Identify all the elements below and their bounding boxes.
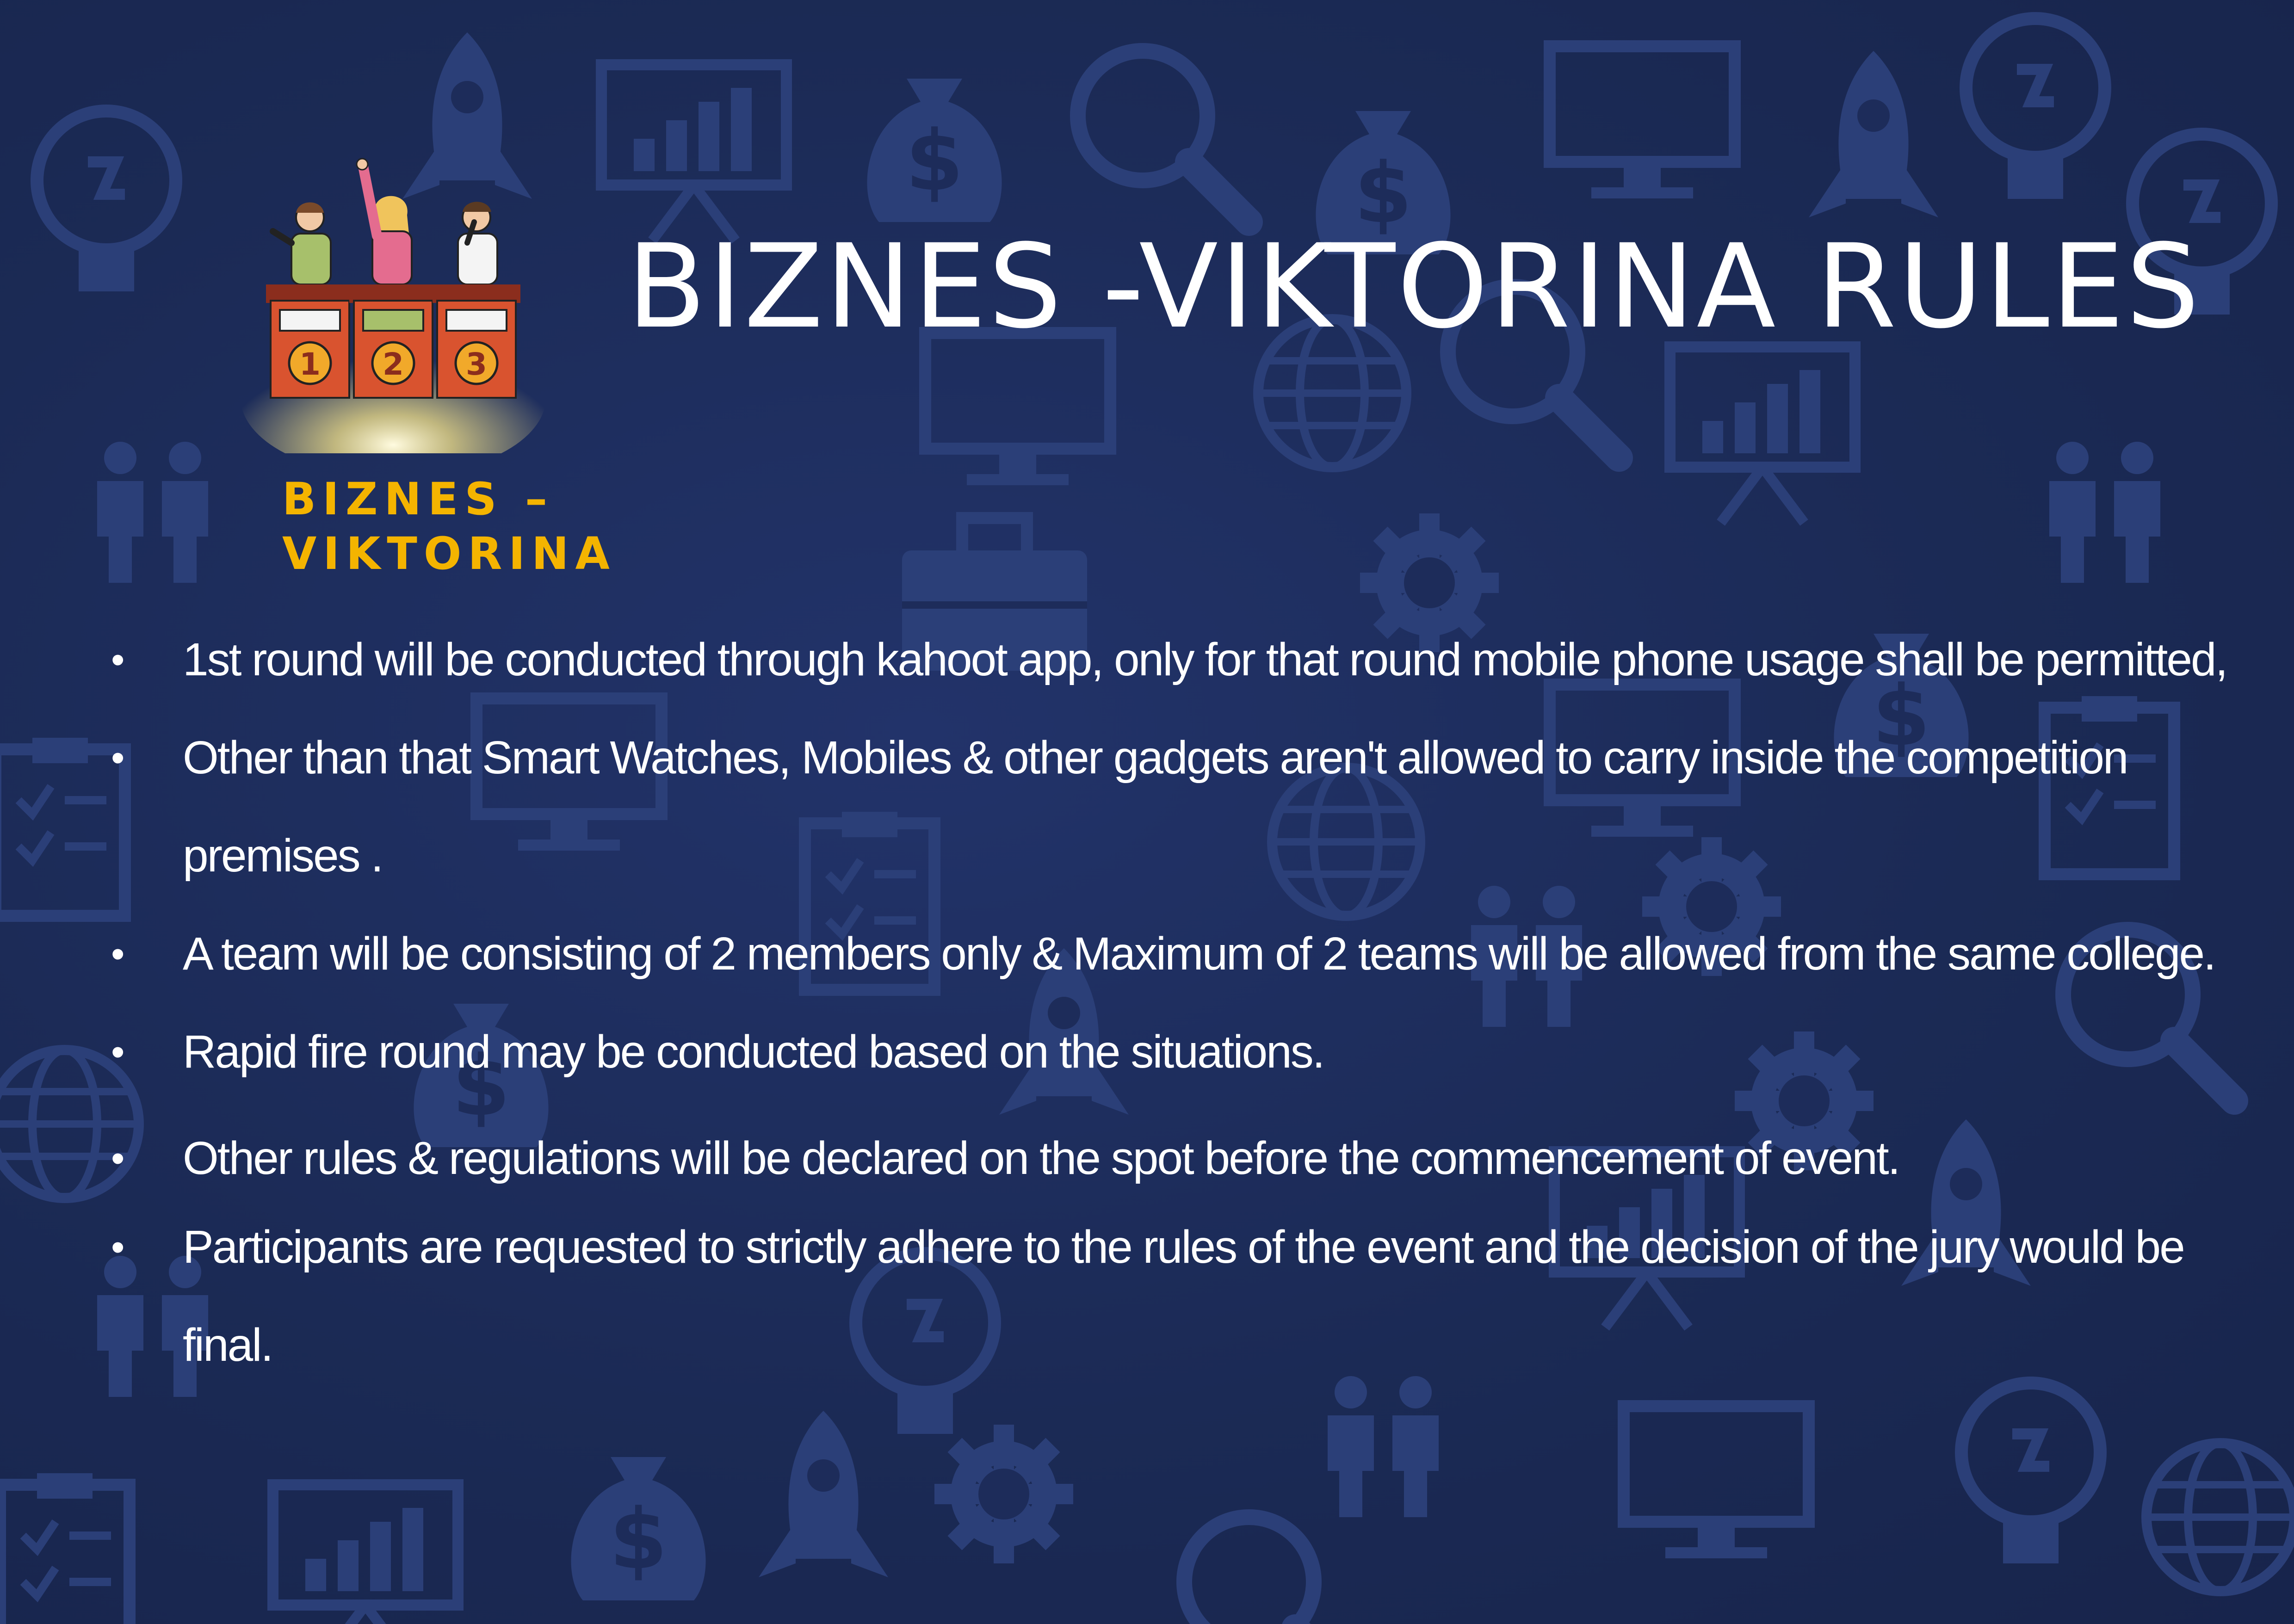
rule-item: • Rapid fire round may be conducted base… (106, 1003, 2234, 1101)
contestant-2-icon (356, 158, 413, 285)
logo-text-line-2: VIKTORINA (282, 528, 616, 580)
bullet-icon: • (111, 1136, 124, 1180)
rule-item: • Other rules & regulations will be decl… (106, 1109, 2234, 1207)
rule-item: • A team will be consisting of 2 members… (106, 905, 2234, 1003)
bullet-icon: • (111, 638, 124, 681)
logo-text: BIZNES – VIKTORINA (282, 472, 616, 581)
quiz-logo: 1 2 3 (241, 158, 546, 453)
podium-number-2: 2 (383, 346, 404, 382)
logo-text-line-1: BIZNES – (282, 473, 554, 525)
rule-text: Rapid fire round may be conducted based … (183, 1026, 1325, 1078)
rule-text: Other than that Smart Watches, Mobiles &… (183, 732, 2129, 882)
podium-number-3: 3 (466, 346, 487, 382)
rules-list: • 1st round will be conducted through ka… (106, 611, 2234, 1394)
rule-text: Other rules & regulations will be declar… (183, 1132, 1900, 1184)
bullet-icon: • (111, 932, 124, 976)
rule-item: • Participants are requested to strictly… (106, 1198, 2234, 1394)
contestant-1-icon (270, 202, 332, 285)
bullet-icon: • (111, 736, 124, 779)
page-title: BIZNES -VIKTORINA RULES (627, 219, 2201, 354)
contestant-3-icon (457, 202, 498, 285)
rule-text: 1st round will be conducted through kaho… (183, 634, 2228, 685)
bullet-icon: • (111, 1030, 124, 1074)
rule-text: Participants are requested to strictly a… (183, 1221, 2185, 1371)
rule-text: A team will be consisting of 2 members o… (183, 928, 2216, 980)
podium-number-1: 1 (299, 346, 321, 382)
rule-item: • 1st round will be conducted through ka… (106, 611, 2234, 709)
bullet-icon: • (111, 1225, 124, 1269)
rule-item: • Other than that Smart Watches, Mobiles… (106, 709, 2234, 905)
podiums (266, 284, 520, 399)
